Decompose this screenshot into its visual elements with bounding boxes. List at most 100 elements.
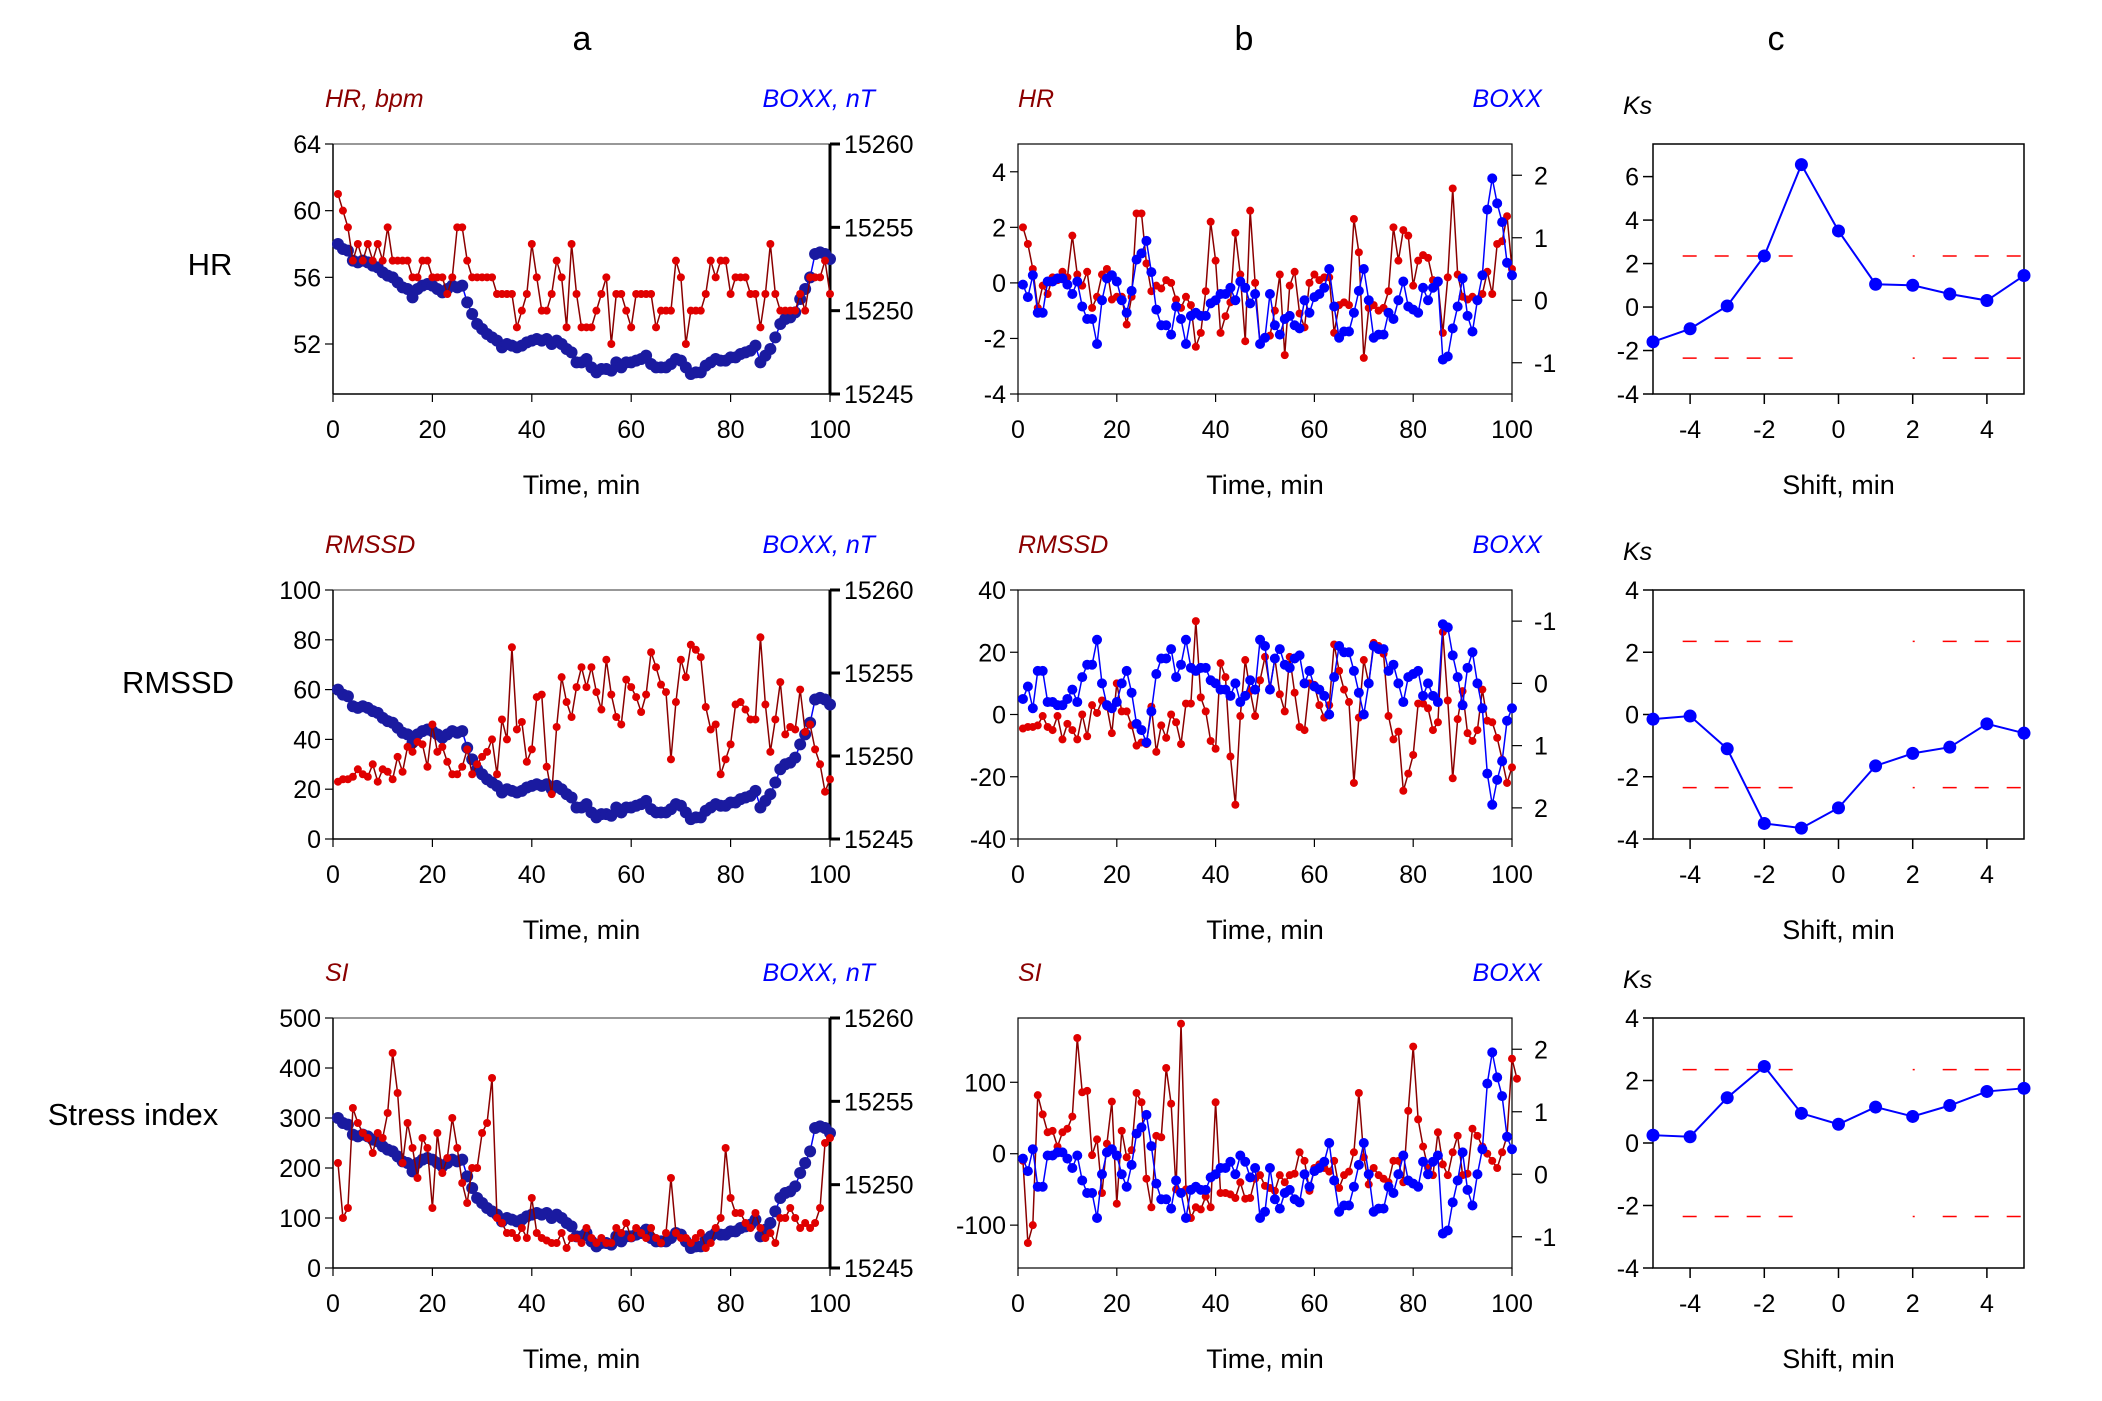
physio-series-point: [1384, 287, 1393, 296]
x-axis-label: Time, min: [1206, 470, 1324, 500]
right-y-tick-label: 15260: [844, 1005, 914, 1033]
x-tick-label: 60: [617, 1290, 645, 1318]
right-y-tick-label: -1: [1534, 1224, 1556, 1252]
physio-series-point: [388, 1049, 397, 1057]
physio-series-point: [756, 633, 765, 642]
ks-point: [1869, 1100, 1883, 1114]
right-y-tick-label: 15255: [844, 214, 914, 242]
physio-series-point: [1236, 712, 1245, 721]
physio-series-point: [686, 640, 695, 649]
physio-series-point: [1191, 342, 1200, 351]
physio-series-point: [622, 306, 631, 315]
physio-series-point: [547, 290, 556, 298]
physio-series-point: [1463, 729, 1472, 738]
physio-series-point: [1201, 1192, 1210, 1201]
physio-series-point: [1488, 1156, 1497, 1165]
physio-series-point: [428, 720, 437, 729]
physio-series-point: [512, 725, 521, 734]
physio-series-point: [1438, 1160, 1447, 1169]
boxx-series-point: [1462, 1184, 1473, 1195]
physio-series-point: [741, 273, 750, 282]
boxx-series-point: [1457, 700, 1468, 711]
boxx-series-point: [1161, 1194, 1172, 1205]
physio-series-point: [333, 190, 342, 198]
x-tick-label: 80: [1399, 1290, 1427, 1318]
physio-series-point: [443, 290, 452, 298]
physio-series-point: [801, 1219, 810, 1227]
physio-series-point: [617, 1229, 626, 1237]
boxx-series-point: [1502, 1131, 1513, 1142]
physio-series-point: [1073, 735, 1082, 744]
physio-series-point: [1162, 1064, 1171, 1072]
boxx-series-point: [749, 784, 762, 797]
physio-series-point: [1152, 747, 1161, 756]
boxx-series-point: [1264, 1163, 1275, 1173]
boxx-series-point: [1393, 295, 1404, 306]
right-y-tick-label: 2: [1534, 795, 1548, 823]
physio-series-point: [1498, 1148, 1507, 1157]
boxx-series-point: [1161, 320, 1172, 331]
boxx-series-point: [1077, 672, 1088, 683]
boxx-series-point: [1171, 1175, 1182, 1186]
ks-point: [1720, 742, 1734, 756]
boxx-series-point: [769, 331, 782, 344]
physio-series-point: [1083, 732, 1092, 741]
physio-series-point: [666, 306, 675, 315]
physio-series-point: [612, 712, 621, 721]
physio-series-point: [393, 1089, 402, 1097]
physio-series-point: [1344, 698, 1353, 707]
physio-series-point: [1191, 617, 1200, 626]
boxx-series-point: [1378, 329, 1389, 340]
physio-series-point: [652, 663, 661, 672]
ks-point: [1683, 322, 1697, 336]
left-y-tick-label: 0: [307, 1255, 321, 1283]
physio-series-point: [1117, 1126, 1126, 1135]
ks-point: [1943, 287, 1957, 301]
right-y-tick-label: 1: [1534, 733, 1548, 761]
x-tick-label: 2: [1906, 861, 1920, 889]
boxx-series-point: [1507, 270, 1517, 281]
physio-series-point: [368, 1149, 377, 1157]
left-y-tick-label: 200: [279, 1155, 321, 1183]
x-tick-label: 40: [518, 416, 546, 444]
boxx-series-point: [1151, 1178, 1162, 1189]
physio-series-point: [582, 683, 591, 692]
physio-series-point: [741, 705, 750, 714]
physio-series-point: [1122, 1153, 1131, 1162]
boxx-series-point: [1151, 669, 1162, 680]
right-y-tick-label: 1: [1534, 225, 1548, 253]
physio-series-point: [1078, 710, 1087, 719]
physio-series-point: [1053, 712, 1062, 721]
boxx-series-point: [1343, 647, 1354, 658]
physio-series-point: [497, 1219, 506, 1227]
physio-series-point: [567, 240, 576, 248]
physio-series-point: [676, 655, 685, 664]
boxx-series-point: [1121, 307, 1132, 318]
boxx-series-point: [565, 1220, 578, 1233]
physio-series-point: [562, 1244, 571, 1252]
physio-series-point: [1068, 231, 1077, 240]
physio-series-point: [383, 223, 392, 232]
physio-series-point: [388, 775, 397, 784]
ks-point: [1906, 278, 1920, 292]
physio-series-point: [681, 340, 690, 348]
boxx-series-point: [1393, 1169, 1404, 1180]
physio-series-point: [433, 1129, 442, 1137]
boxx-series-point: [1507, 703, 1517, 714]
x-tick-label: -2: [1753, 1290, 1775, 1318]
physio-series-point: [522, 290, 531, 298]
boxx-series-point: [1472, 1169, 1483, 1180]
boxx-series-point: [1126, 285, 1137, 296]
physio-series-point: [423, 1144, 432, 1152]
boxx-series-point: [1413, 307, 1424, 318]
physio-series-point: [716, 1214, 725, 1222]
boxx-series-point: [1324, 1138, 1335, 1148]
boxx-series-point: [1413, 665, 1424, 676]
physio-series-point: [821, 787, 830, 796]
physio-series-point: [1206, 1203, 1215, 1212]
physio-series-point: [1344, 1167, 1353, 1176]
physio-series-point: [1409, 281, 1418, 290]
physio-series-point: [1058, 267, 1067, 276]
physio-series-point: [542, 762, 551, 771]
boxx-series-point: [565, 346, 578, 359]
